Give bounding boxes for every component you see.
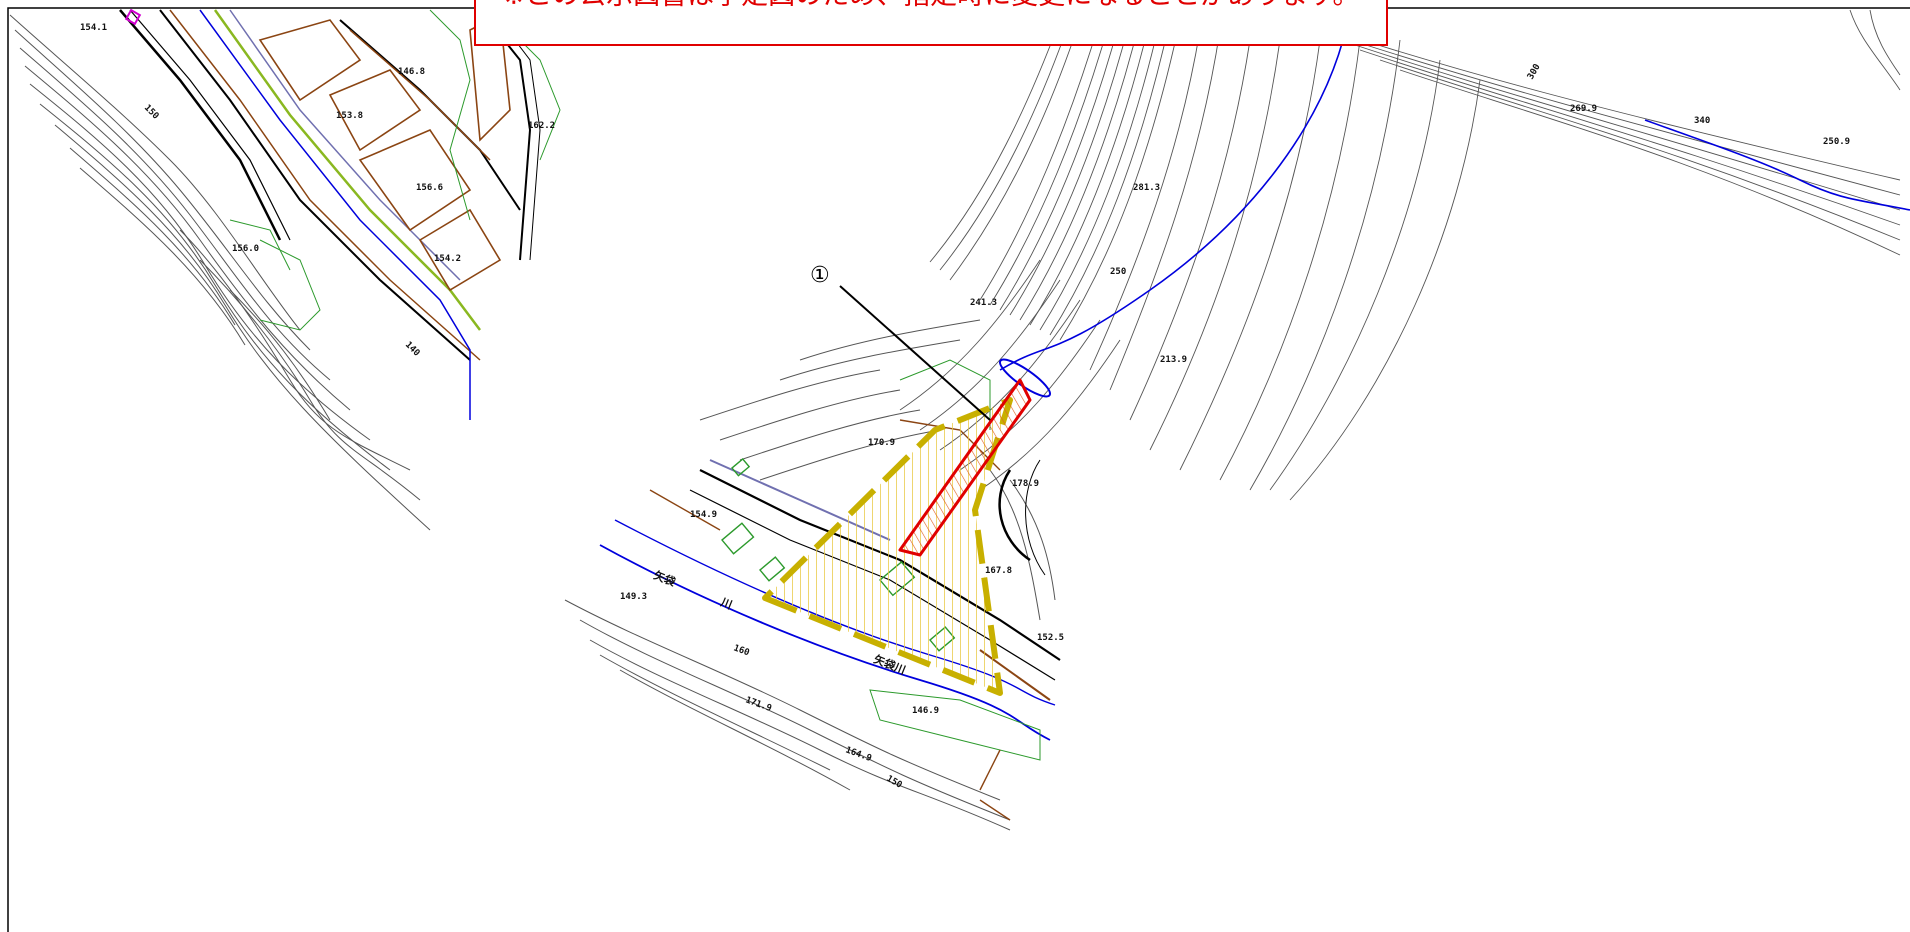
elev-label: 154.2 bbox=[434, 254, 461, 264]
elev-label: 150 bbox=[142, 103, 161, 122]
stream-right bbox=[1644, 119, 1910, 211]
stream-mountain bbox=[999, 9, 1351, 371]
elev-label: 241.3 bbox=[970, 298, 997, 308]
contours-fan bbox=[564, 319, 1056, 831]
callout-number: ① bbox=[810, 263, 830, 288]
elev-label: 250 bbox=[1110, 267, 1126, 277]
elevation-labels: 154.1 153.8 146.8 162.2 156.6 156.0 154.… bbox=[80, 23, 1850, 791]
elev-label: 164.9 bbox=[844, 745, 873, 764]
elev-label: 146.9 bbox=[912, 706, 939, 716]
elev-label: 140 bbox=[403, 340, 422, 359]
river-label-2: 川 bbox=[718, 595, 734, 612]
elev-label: 162.2 bbox=[528, 121, 555, 131]
elev-label: 150 bbox=[885, 774, 904, 791]
elev-label: 154.1 bbox=[80, 23, 107, 33]
provisional-notice-text: ※この公示図書は予定図のため、指定時に変更になることがあります。 bbox=[503, 0, 1360, 11]
river-label-1: 矢袋 bbox=[652, 568, 679, 590]
callout-leader bbox=[839, 285, 991, 421]
elev-label: 160 bbox=[732, 643, 751, 658]
contours-left bbox=[9, 14, 431, 531]
provisional-notice-box: ※この公示図書は予定図のため、指定時に変更になることがあります。 bbox=[474, 0, 1388, 46]
elev-label: 250.9 bbox=[1823, 137, 1850, 147]
roads-left bbox=[119, 9, 541, 420]
elev-label: 171.9 bbox=[744, 695, 773, 714]
elev-label: 149.3 bbox=[620, 592, 647, 602]
elev-label: 178.9 bbox=[1012, 479, 1039, 489]
elev-label: 146.8 bbox=[398, 67, 425, 77]
elev-label: 156.6 bbox=[416, 183, 443, 193]
target-area bbox=[898, 378, 1032, 557]
elev-label: 281.3 bbox=[1133, 183, 1160, 193]
marker-magenta bbox=[124, 8, 142, 26]
elev-label: 213.9 bbox=[1160, 355, 1187, 365]
elev-label: 154.9 bbox=[690, 510, 717, 520]
elev-label: 167.8 bbox=[985, 566, 1012, 576]
elev-label: 269.9 bbox=[1570, 104, 1597, 114]
elev-label: 156.0 bbox=[232, 244, 259, 254]
parcels-left bbox=[258, 13, 511, 292]
elev-label: 153.8 bbox=[336, 111, 363, 121]
elev-label: 340 bbox=[1694, 116, 1710, 126]
river-yabukuro bbox=[599, 544, 1051, 741]
contours-mountain bbox=[899, 9, 1901, 501]
elev-label: 170.9 bbox=[868, 438, 895, 448]
vegetation-fan bbox=[869, 359, 1041, 761]
elev-label: 152.5 bbox=[1037, 633, 1064, 643]
elev-label: 300 bbox=[1526, 62, 1543, 81]
